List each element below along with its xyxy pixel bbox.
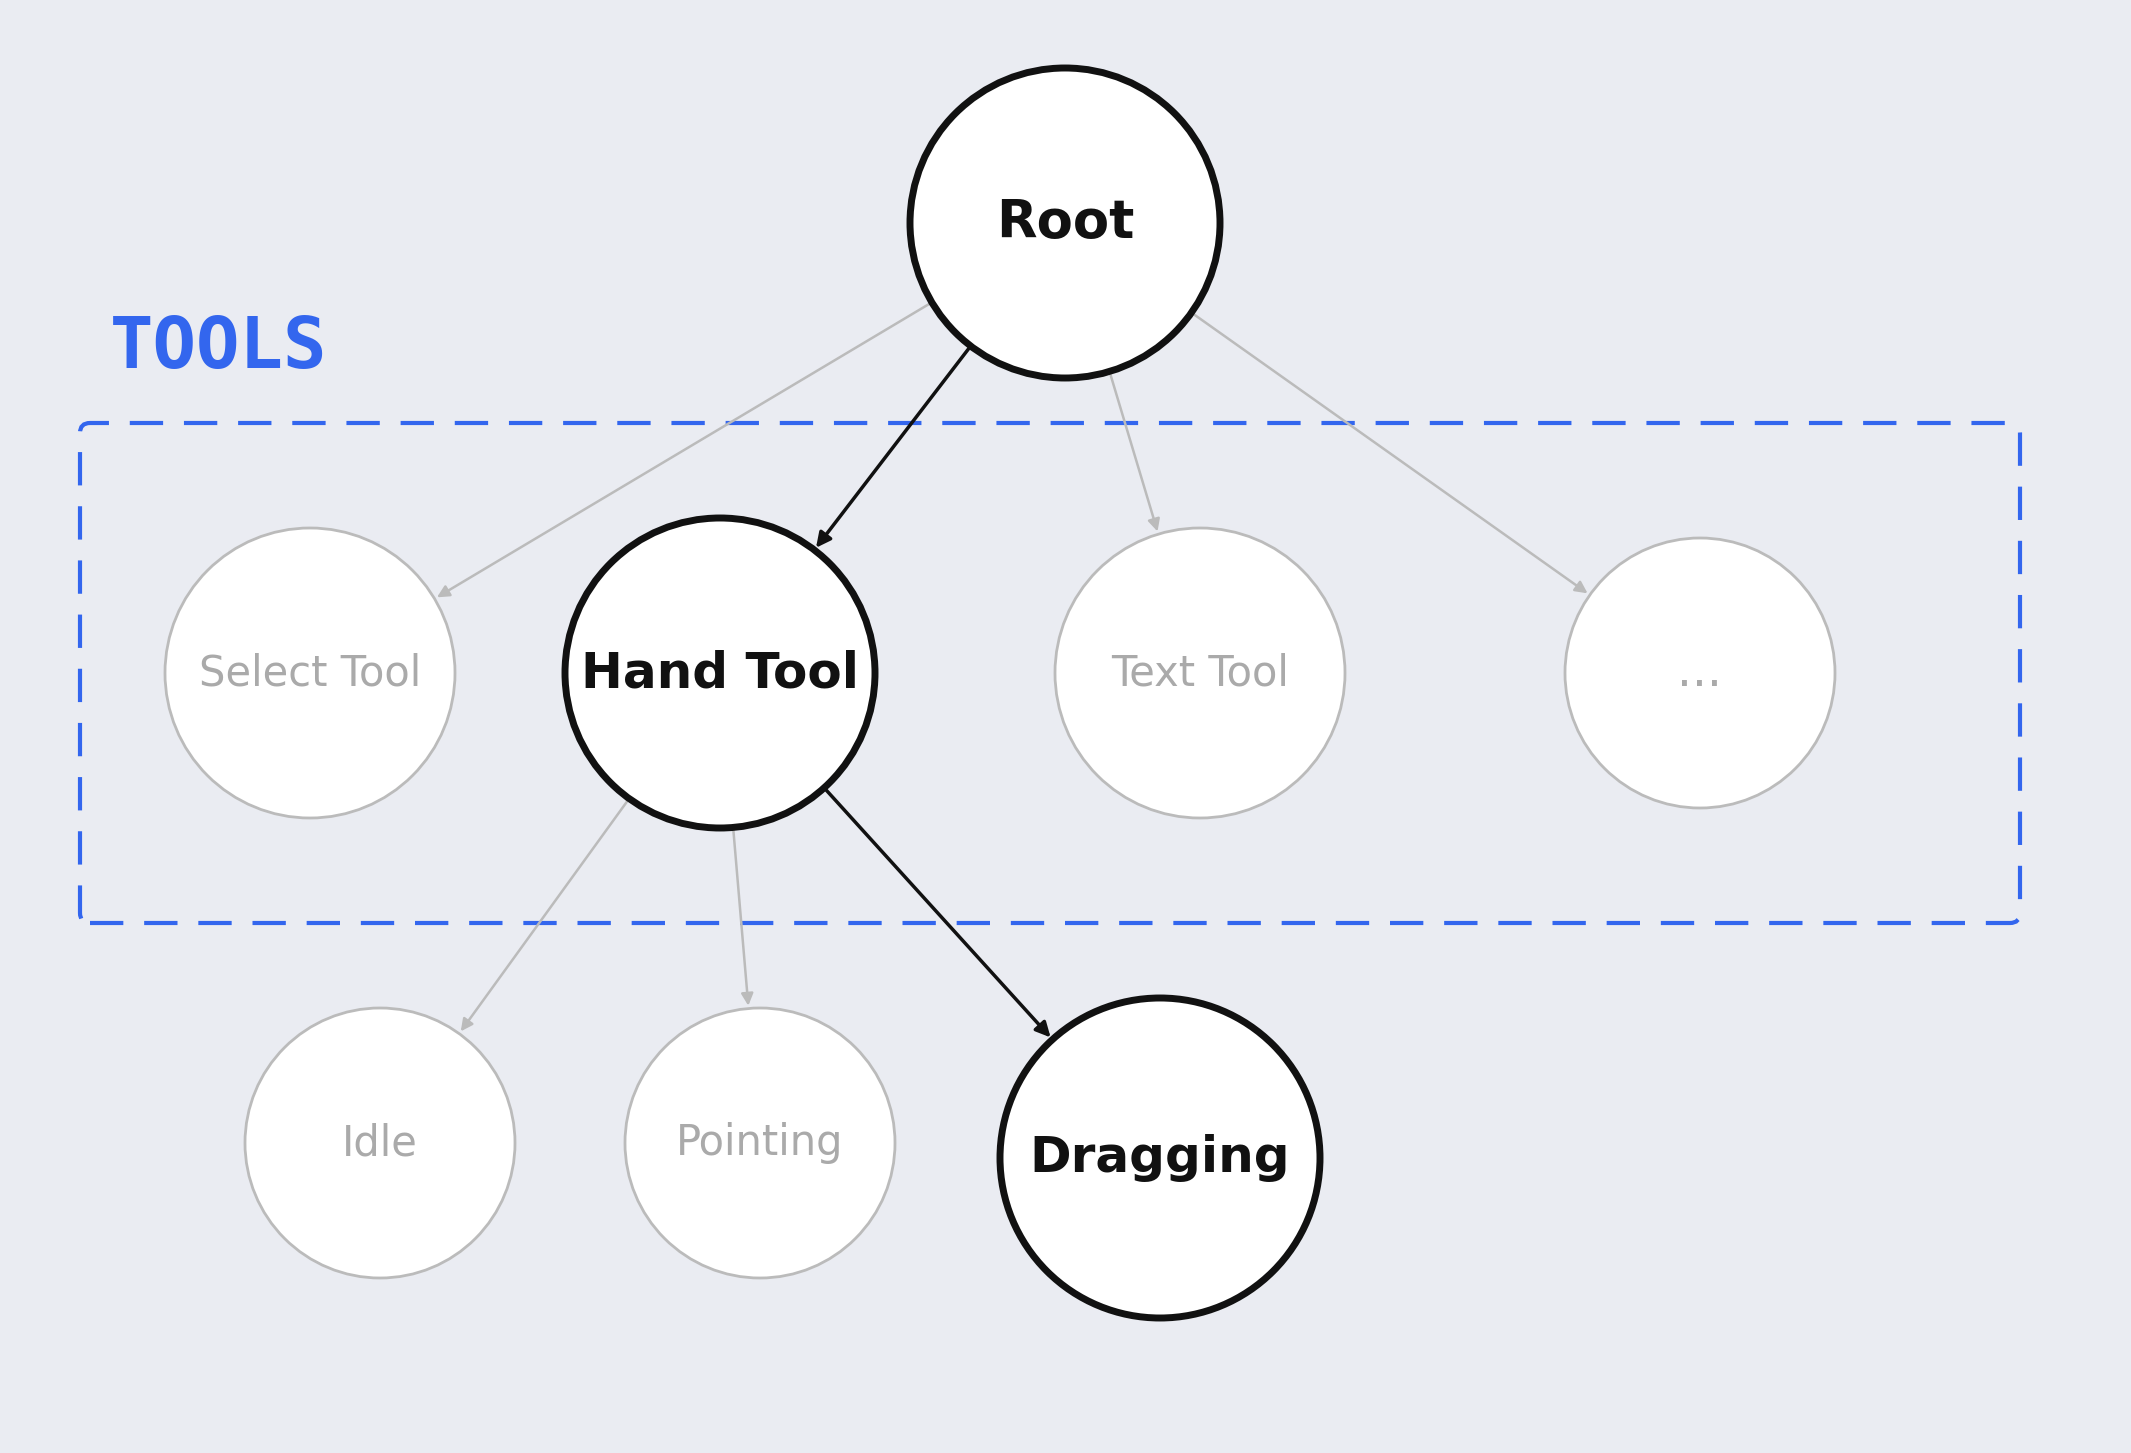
Circle shape: [1055, 527, 1345, 818]
Text: Pointing: Pointing: [676, 1122, 844, 1164]
Circle shape: [245, 1008, 516, 1279]
Circle shape: [164, 527, 456, 818]
Text: Hand Tool: Hand Tool: [582, 649, 859, 697]
Circle shape: [910, 68, 1221, 378]
Circle shape: [999, 998, 1319, 1318]
Text: Idle: Idle: [343, 1122, 418, 1164]
Text: TOOLS: TOOLS: [111, 314, 328, 384]
Text: Dragging: Dragging: [1029, 1133, 1289, 1181]
Circle shape: [565, 519, 876, 828]
Text: Text Tool: Text Tool: [1110, 652, 1289, 695]
Text: ...: ...: [1677, 651, 1722, 696]
Circle shape: [624, 1008, 895, 1279]
Circle shape: [1564, 538, 1835, 808]
Text: Select Tool: Select Tool: [198, 652, 422, 695]
Text: Root: Root: [995, 198, 1134, 248]
